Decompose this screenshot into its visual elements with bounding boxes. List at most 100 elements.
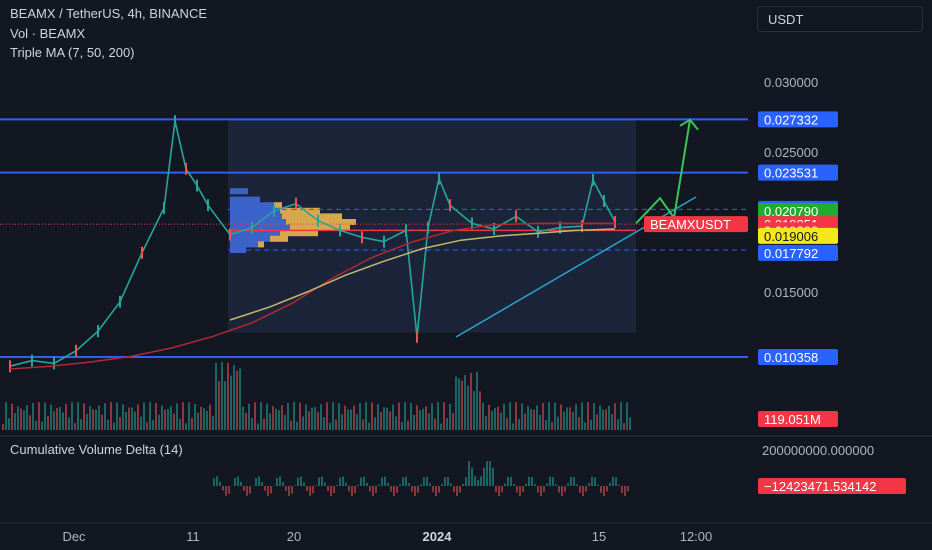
volume-bar-98 [296,421,298,430]
volume-bar-51 [155,403,157,430]
volume-bar-184 [554,402,556,430]
volume-bar-31 [95,409,97,430]
volume-bar-55 [167,409,169,430]
volume-bar-53 [161,405,163,430]
volume-bar-193 [581,402,583,430]
cvd-bar-92 [486,461,488,486]
volume-bar-7 [23,410,25,430]
volume-legend[interactable]: Vol · BEAMX [10,26,86,41]
cvd-bar-16 [258,476,260,486]
volume-bar-97 [293,402,295,430]
volume-bar-158 [476,372,478,430]
volume-bar-64 [194,403,196,430]
cvd-bar-19 [267,486,269,496]
volume-bar-59 [179,418,181,430]
volume-bar-50 [152,420,154,430]
volume-bar-69 [209,404,211,430]
volume-bar-24 [74,423,76,430]
volume-bar-159 [479,391,481,430]
volume-bar-168 [506,417,508,430]
price-tag-bg-1 [758,202,838,219]
symbol-tag-bg [644,216,748,233]
volume-bar-122 [368,422,370,430]
volume-bar-38 [116,402,118,430]
volume-bar-153 [461,380,463,430]
volume-bar-148 [446,418,448,430]
cvd-bar-67 [411,486,413,492]
volume-bar-89 [269,413,271,430]
cvd-bar-28 [294,485,296,486]
volume-bar-177 [533,409,535,430]
cvd-bar-110 [540,486,542,496]
volume-bar-49 [149,402,151,430]
volume-bar-125 [377,404,379,430]
volume-bar-137 [413,414,415,430]
price-tag-4: 0.019006 [764,229,818,244]
cvd-bar-98 [504,483,506,486]
triple-ma-legend[interactable]: Triple MA (7, 50, 200) [10,45,135,60]
cvd-legend[interactable]: Cumulative Volume Delta (14) [10,442,183,457]
volume-bar-8 [26,405,28,430]
volume-bar-57 [173,413,175,430]
volume-bar-16 [50,404,52,430]
volume-bar-67 [203,408,205,430]
volume-profile-buy-7 [230,230,280,237]
volume-bar-110 [332,402,334,430]
cvd-bar-46 [348,486,350,492]
cvd-bar-54 [372,486,374,496]
volume-bar-135 [407,420,409,430]
cvd-bar-63 [399,484,401,486]
time-tick-0: Dec [62,529,86,544]
volume-profile-sell-6 [290,224,350,231]
volume-bar-86 [260,402,262,430]
cvd-bar-26 [288,486,290,496]
volume-bar-115 [347,409,349,430]
volume-bar-3 [11,403,13,430]
volume-bar-83 [251,418,253,430]
cvd-bar-124 [582,486,584,496]
volume-bar-82 [248,403,250,430]
volume-bar-58 [176,403,178,430]
volume-bar-206 [620,402,622,430]
cvd-bar-11 [243,486,245,491]
cvd-bar-137 [621,486,623,494]
cvd-bar-64 [402,477,404,486]
volume-bar-131 [395,416,397,430]
volume-bar-121 [365,402,367,430]
volume-bar-162 [488,404,490,430]
cvd-bar-111 [543,486,545,492]
cvd-bar-58 [384,476,386,486]
volume-bar-112 [338,403,340,430]
volume-bar-37 [113,422,115,430]
cvd-bar-132 [606,486,608,492]
cvd-bar-80 [450,483,452,486]
volume-bar-163 [491,410,493,430]
volume-bar-180 [542,403,544,430]
volume-bar-111 [335,419,337,430]
currency-selector[interactable]: USDT [757,6,923,32]
volume-bar-35 [107,419,109,430]
symbol-legend[interactable]: BEAMX / TetherUS, 4h, BINANCE [10,6,207,21]
volume-bar-130 [392,404,394,430]
level-tag-bg-1 [758,164,838,181]
volume-bar-52 [158,414,160,430]
time-tick-1: 11 [186,529,200,544]
volume-bar-171 [515,402,517,430]
volume-bar-166 [500,412,502,430]
cvd-bar-13 [249,486,251,494]
volume-bar-174 [524,413,526,430]
cvd-bar-61 [393,486,395,496]
volume-bar-160 [482,402,484,430]
cvd-bar-20 [270,486,272,494]
cvd-bar-30 [300,476,302,486]
cvd-bar-126 [588,483,590,486]
volume-bar-4 [14,413,16,430]
cvd-bar-2 [216,476,218,486]
volume-bar-28 [86,413,88,430]
volume-bar-2 [8,418,10,430]
volume-bar-187 [563,411,565,430]
volume-bar-96 [290,420,292,430]
cvd-bar-70 [420,484,422,486]
